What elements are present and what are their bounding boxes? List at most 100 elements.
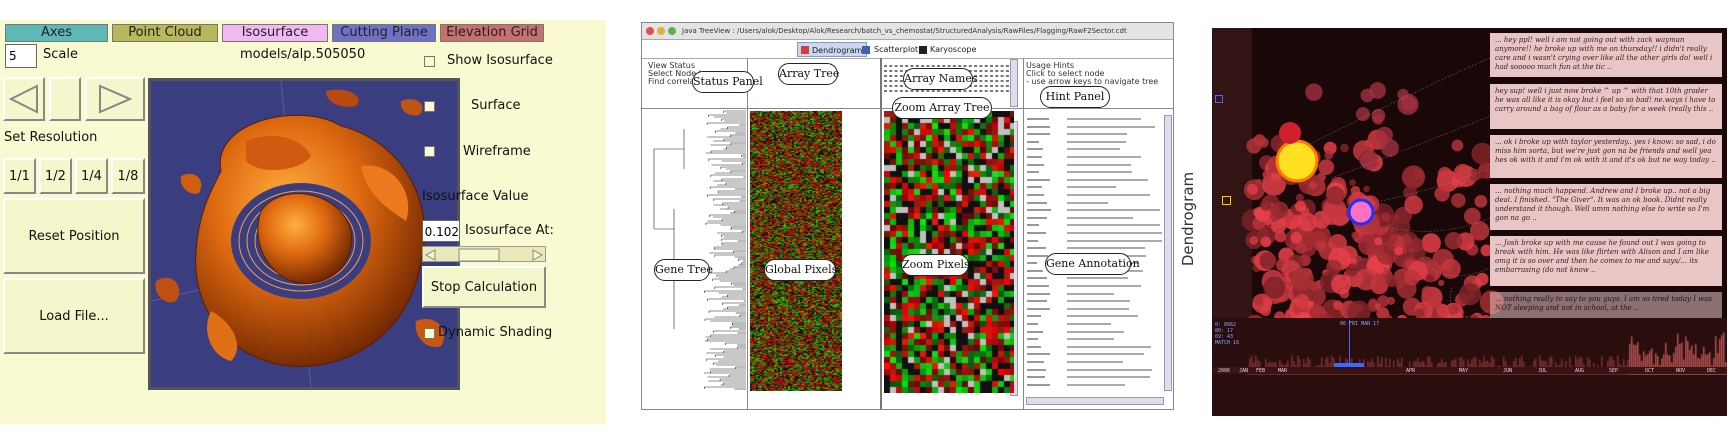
isosurface-at-label: Isosurface At: bbox=[465, 223, 554, 238]
callout-zoom-pixels: Zoom Pixels bbox=[901, 254, 970, 276]
gene-tree[interactable] bbox=[644, 109, 746, 399]
journal-note[interactable]: ... ok i broke up with taylor yesterday.… bbox=[1490, 135, 1722, 178]
annotation-horizontal-scrollbar[interactable] bbox=[1026, 397, 1164, 405]
month-label: FEB bbox=[1256, 368, 1266, 374]
stop-calculation-button[interactable]: Stop Calculation bbox=[422, 266, 546, 308]
arrow-right-icon bbox=[99, 84, 132, 114]
zoom-icon[interactable] bbox=[668, 27, 676, 35]
stat-3: MATCH 16 bbox=[1215, 340, 1240, 346]
callout-array-tree: Array Tree bbox=[778, 63, 839, 85]
tab-scatterplot[interactable]: Scatterplot bbox=[874, 45, 919, 54]
reset-position-button[interactable]: Reset Position bbox=[3, 198, 145, 274]
callout-global-pixels: Global Pixels bbox=[764, 259, 837, 281]
hint-line-1: Click to select node bbox=[1026, 69, 1105, 78]
callout-hint-panel: Hint Panel bbox=[1040, 86, 1110, 108]
close-icon[interactable] bbox=[646, 27, 654, 35]
rotate-right-button[interactable] bbox=[85, 77, 145, 121]
surface-label: Surface bbox=[471, 98, 521, 113]
month-label: JUN bbox=[1503, 368, 1513, 374]
callout-zoom-array-tree: Zoom Array Tree bbox=[892, 97, 992, 119]
surface-checkbox[interactable] bbox=[424, 101, 435, 112]
hint-line-2: - use arrow keys to navigate tree bbox=[1026, 77, 1159, 86]
find-correlation-label: Find correlation bbox=[648, 77, 710, 86]
isosurface-value-label: Isosurface Value bbox=[422, 189, 529, 204]
isosurface-value-input[interactable]: 0.102 bbox=[422, 220, 460, 242]
tab-point-cloud[interactable]: Point Cloud bbox=[112, 24, 218, 42]
bubble-visualization: ... hey ppl! well i am not going out wit… bbox=[1212, 28, 1727, 416]
arrow-left-icon bbox=[9, 84, 38, 114]
stat-1: 80: 17 bbox=[1215, 328, 1234, 334]
tab-axes[interactable]: Axes bbox=[5, 24, 108, 42]
show-isosurface-label: Show Isosurface bbox=[447, 53, 553, 68]
resolution-1-8-button[interactable]: 1/8 bbox=[111, 158, 145, 194]
left-strip bbox=[1212, 28, 1252, 318]
month-label: OCT bbox=[1645, 368, 1655, 374]
set-resolution-label: Set Resolution bbox=[4, 130, 98, 145]
annotation-scrollbar[interactable] bbox=[1164, 115, 1172, 391]
timeline-year: 2006 bbox=[1218, 368, 1231, 374]
journal-note[interactable]: ... hey ppl! well i am not going out wit… bbox=[1490, 33, 1722, 77]
tab-cutting-plane[interactable]: Cutting Plane bbox=[332, 24, 436, 42]
scale-label: Scale bbox=[43, 47, 78, 62]
resolution-1-1-button[interactable]: 1/1 bbox=[3, 158, 36, 194]
timeline-histogram bbox=[1247, 320, 1727, 375]
array-names-scrollbar[interactable] bbox=[1010, 59, 1018, 107]
load-file-button[interactable]: Load File... bbox=[3, 278, 145, 354]
wireframe-checkbox[interactable] bbox=[424, 146, 435, 157]
month-label: DEC bbox=[1707, 368, 1717, 374]
dendrogram-tab-icon bbox=[801, 46, 809, 54]
minimize-icon[interactable] bbox=[657, 27, 665, 35]
month-label: APR bbox=[1406, 368, 1416, 374]
month-label: JUL bbox=[1538, 368, 1548, 374]
journal-note[interactable]: hey sup! well i just now broke ^ up ^ wi… bbox=[1490, 84, 1722, 129]
karyoscope-tab-icon bbox=[919, 46, 927, 54]
journal-note[interactable]: ... Josh broke up with me cause he found… bbox=[1490, 236, 1722, 286]
month-label: AUG bbox=[1575, 368, 1585, 374]
marker-blue-icon bbox=[1215, 95, 1223, 103]
month-label: NOV bbox=[1676, 368, 1686, 374]
scale-input[interactable]: 5 bbox=[5, 44, 37, 68]
isosurface-render bbox=[151, 81, 457, 387]
slider-arrows-icon bbox=[424, 248, 544, 262]
window-title: Java TreeView : /Users/alok/Desktop/Alok… bbox=[682, 27, 1127, 35]
month-label: MAY bbox=[1459, 368, 1469, 374]
resolution-1-4-button[interactable]: 1/4 bbox=[75, 158, 108, 194]
cursor-date: 06 FRI MAR 17 bbox=[1340, 321, 1380, 327]
isosurface-app: Axes Point Cloud Isosurface Cutting Plane El… bbox=[0, 20, 606, 424]
isosurface-slider[interactable] bbox=[422, 246, 546, 262]
rotate-left-button[interactable] bbox=[3, 77, 45, 121]
journal-note[interactable]: ... nothing really to say to you guys. I… bbox=[1490, 292, 1722, 318]
resolution-1-2-button[interactable]: 1/2 bbox=[39, 158, 72, 194]
month-label: MAR bbox=[1278, 368, 1288, 374]
usage-hints-label: Usage Hints bbox=[1026, 61, 1075, 70]
tab-elevation-grid[interactable]: Elevation Grid bbox=[440, 24, 544, 42]
month-label: JAN bbox=[1239, 368, 1249, 374]
center-button[interactable] bbox=[49, 77, 81, 121]
dynamic-shading-label: Dynamic Shading bbox=[438, 325, 553, 340]
marker-yellow-icon[interactable] bbox=[1222, 196, 1231, 205]
callout-gene-tree: Gene Tree bbox=[654, 259, 713, 281]
month-label: SEP bbox=[1609, 368, 1619, 374]
title-bar: Java TreeView : /Users/alok/Desktop/Alok… bbox=[642, 23, 1173, 40]
view-status-label: View Status bbox=[648, 61, 696, 70]
tab-isosurface[interactable]: Isosurface bbox=[222, 24, 328, 42]
bubble-field[interactable] bbox=[1212, 28, 1727, 318]
dynamic-shading-checkbox[interactable] bbox=[424, 328, 435, 339]
stat-0: 0: 8962 bbox=[1215, 322, 1237, 328]
model-name: models/alp.505050 bbox=[240, 47, 366, 62]
stat-2: 69: 43 bbox=[1215, 334, 1234, 340]
zoom-pixels-heatmap[interactable] bbox=[884, 111, 1014, 393]
select-node-label: Select Node to bbox=[648, 69, 707, 78]
callout-gene-annotation: Gene Annotation bbox=[1045, 253, 1140, 275]
wireframe-label: Wireframe bbox=[463, 144, 531, 159]
treeview-window: Java TreeView : /Users/alok/Desktop/Alok… bbox=[641, 22, 1174, 410]
timeline-cursor[interactable] bbox=[1349, 320, 1350, 364]
callout-status-panel: Status Panel bbox=[692, 71, 763, 93]
dendrogram-side-label: Dendrogram bbox=[1179, 171, 1197, 267]
show-isosurface-checkbox[interactable] bbox=[424, 56, 435, 67]
isosurface-3d-viewport[interactable] bbox=[148, 78, 460, 390]
global-pixels-heatmap[interactable] bbox=[750, 111, 842, 391]
timeline-selection[interactable] bbox=[1334, 363, 1364, 368]
tab-karyoscope[interactable]: Karyoscope bbox=[930, 45, 977, 54]
journal-note[interactable]: ... nothing much happend. Andrew and I b… bbox=[1490, 184, 1722, 230]
